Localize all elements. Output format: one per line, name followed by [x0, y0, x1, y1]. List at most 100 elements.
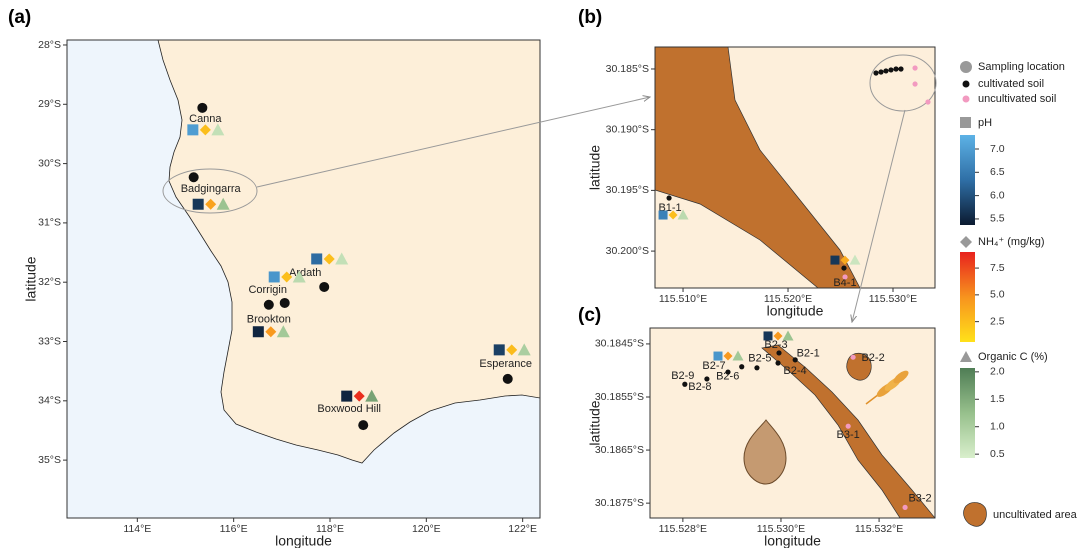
y-tick-label: 29°S — [38, 98, 61, 110]
y-tick-label: 31°S — [38, 217, 61, 229]
ph-marker — [268, 271, 280, 283]
x-tick-label: 115.528°E — [659, 523, 707, 535]
sampling-point — [704, 376, 710, 382]
x-axis-label: longitude — [764, 533, 821, 548]
y-tick-label: 33°S — [38, 335, 61, 347]
land — [157, 40, 540, 464]
site-label: B2-5 — [748, 353, 771, 365]
ph-marker — [830, 255, 840, 265]
panel-label: (a) — [8, 7, 31, 28]
x-tick-label: 116°E — [220, 523, 248, 535]
site-label: B3-1 — [837, 429, 860, 441]
y-tick-label: 30.185°S — [606, 63, 649, 75]
sampling-point — [188, 172, 199, 183]
sampling-point — [263, 299, 274, 310]
sampling-point — [902, 504, 908, 510]
sampling-point — [502, 373, 513, 384]
x-tick-label: 122°E — [508, 523, 537, 535]
site-label: Esperance — [479, 358, 532, 370]
x-axis-label: longitude — [275, 533, 332, 548]
x-tick-label: 118°E — [316, 523, 344, 535]
nh4-marker — [199, 124, 211, 136]
site-label: B2-8 — [688, 381, 711, 393]
x-tick-label: 115.530°E — [757, 523, 805, 535]
sampling-point — [666, 195, 672, 201]
uncultivated-area — [761, 344, 935, 518]
colorbar-tick-label: 5.5 — [990, 213, 1005, 225]
ph-marker — [187, 124, 199, 136]
legend-title: Organic C (%) — [978, 351, 1048, 363]
sampling-point — [898, 66, 904, 72]
site-label: Canna — [189, 113, 222, 125]
legend-symbol — [960, 117, 971, 128]
legend-title: NH₄⁺ (mg/kg) — [978, 236, 1045, 248]
colorbar — [960, 135, 975, 225]
legend-entry: uncultivated area — [993, 509, 1078, 521]
sampling-point — [725, 369, 731, 375]
oc-marker — [732, 350, 744, 361]
x-tick-label: 115.520°E — [764, 293, 812, 305]
colorbar-tick-label: 7.5 — [990, 262, 1005, 274]
site-label: B2-7 — [702, 360, 725, 372]
y-tick-label: 30.1855°S — [595, 391, 644, 403]
zoom-ellipse — [162, 168, 258, 214]
frame — [649, 327, 936, 519]
site-label: Badgingarra — [181, 183, 242, 195]
legend-entry: cultivated soil — [978, 78, 1044, 90]
y-tick-label: 34°S — [38, 395, 61, 407]
y-tick-label: 30.190°S — [606, 123, 649, 135]
nh4-marker — [840, 255, 850, 265]
nh4-marker — [773, 331, 783, 341]
legend-entry: uncultivated soil — [978, 93, 1056, 105]
oc-marker — [216, 197, 230, 210]
y-axis-label: latitude — [587, 145, 603, 190]
nh4-marker — [323, 253, 335, 265]
frame — [654, 46, 936, 289]
sampling-point — [842, 274, 848, 280]
y-tick-label: 30.1865°S — [595, 444, 644, 456]
ph-marker — [311, 253, 323, 265]
y-axis-label: latitude — [23, 256, 39, 301]
y-tick-label: 30.1875°S — [595, 497, 644, 509]
panel-label: (c) — [578, 305, 601, 326]
oc-marker — [677, 209, 689, 220]
legend-symbol — [962, 95, 970, 103]
site-label: B2-4 — [783, 365, 806, 377]
ph-marker — [713, 351, 723, 361]
legend-symbol — [962, 80, 970, 88]
uncultivated-area — [846, 352, 872, 381]
y-tick-label: 28°S — [38, 39, 61, 51]
nh4-marker — [205, 198, 217, 210]
nh4-marker — [353, 390, 365, 402]
ph-marker — [763, 331, 773, 341]
y-tick-label: 30.195°S — [606, 184, 649, 196]
sampling-point — [197, 102, 208, 113]
x-tick-label: 115.530°E — [869, 293, 917, 305]
y-tick-label: 32°S — [38, 276, 61, 288]
colorbar-tick-label: 6.0 — [990, 189, 1005, 201]
sampling-point — [739, 364, 745, 370]
site-label: B2-3 — [764, 339, 787, 351]
legend-title: pH — [978, 117, 992, 129]
sampling-point — [792, 357, 798, 363]
ph-marker — [252, 326, 264, 338]
nh4-marker — [265, 326, 277, 338]
sampling-point — [888, 67, 894, 73]
colorbar-tick-label: 2.5 — [990, 315, 1005, 327]
x-tick-label: 120°E — [412, 523, 441, 535]
colorbar-tick-label: 0.5 — [990, 448, 1005, 460]
oc-marker — [782, 330, 794, 341]
wheat-icon — [865, 370, 909, 405]
sampling-point — [912, 81, 918, 87]
sampling-point — [754, 365, 760, 371]
oc-marker — [365, 389, 379, 402]
oc-marker — [335, 252, 349, 265]
sampling-point — [893, 66, 899, 72]
site-label: B2-9 — [671, 370, 694, 382]
site-label: B3-2 — [908, 492, 931, 504]
panel-label: (b) — [578, 7, 602, 28]
colorbar-tick-label: 7.0 — [990, 143, 1005, 155]
uncultivated-area — [655, 47, 861, 288]
nh4-marker — [668, 210, 678, 220]
zoom-ellipse — [869, 54, 937, 112]
